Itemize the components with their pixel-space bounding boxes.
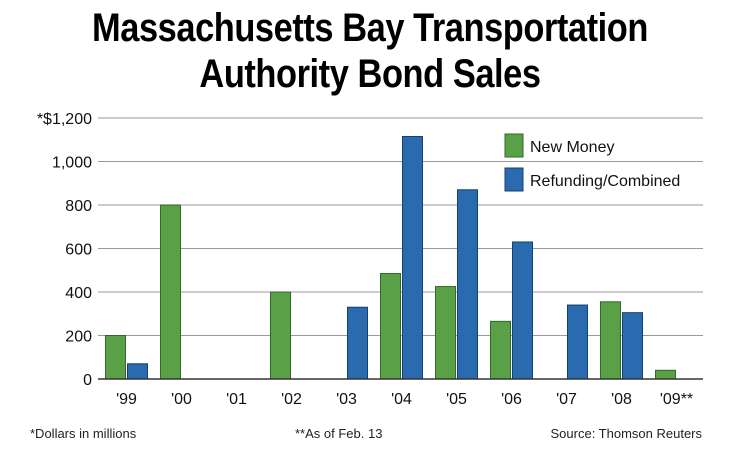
bar-refunding-combined-04 xyxy=(402,135,423,380)
x-tick-label: '06 xyxy=(501,391,522,408)
bar-refunding-combined-08 xyxy=(622,312,643,380)
legend-swatch-refunding-combined xyxy=(504,167,524,192)
y-tick-label: 200 xyxy=(65,329,92,346)
x-tick-label: '01 xyxy=(226,391,247,408)
bar-new-money-08 xyxy=(600,301,621,380)
footnote-units: *Dollars in millions xyxy=(30,426,137,441)
bar-new-money-06 xyxy=(490,320,511,380)
y-tick-label: *$1,200 xyxy=(37,111,92,128)
y-tick-label: 1,000 xyxy=(52,155,92,172)
bar-refunding-combined-06 xyxy=(512,241,533,380)
legend-background xyxy=(494,128,706,152)
bar-new-money-05 xyxy=(435,286,456,380)
legend-label-new-money: New Money xyxy=(530,139,614,156)
bar-new-money-02 xyxy=(270,291,291,380)
x-tick-label: '09** xyxy=(660,391,693,408)
x-tick-label: '02 xyxy=(281,391,302,408)
bar-refunding-combined-03 xyxy=(347,306,368,380)
legend-swatch-new-money xyxy=(504,133,524,158)
bar-refunding-combined-99 xyxy=(127,363,148,380)
x-tick-label: '99 xyxy=(116,391,137,408)
source-note: Source: Thomson Reuters xyxy=(550,426,703,441)
x-tick-label: '04 xyxy=(391,391,412,408)
x-tick-label: '07 xyxy=(556,391,577,408)
y-axis-tick-labels: 0 200 400 600 800 1,000 *$1,200 xyxy=(37,111,92,389)
x-tick-label: '08 xyxy=(611,391,632,408)
bar-new-money-09 xyxy=(655,369,676,380)
x-tick-label: '00 xyxy=(171,391,192,408)
footnote-as-of: **As of Feb. 13 xyxy=(295,426,383,441)
x-axis-tick-labels: '99 '00 '01 '02 '03 '04 '05 '06 '07 '08 '09** xyxy=(116,391,693,408)
bar-new-money-04 xyxy=(380,273,401,380)
y-tick-label: 400 xyxy=(65,285,92,302)
legend: New Money Refunding/Combined xyxy=(494,128,706,192)
legend-label-refunding-combined: Refunding/Combined xyxy=(530,173,680,190)
bar-new-money-00 xyxy=(160,204,181,380)
x-tick-label: '05 xyxy=(446,391,467,408)
y-tick-label: 800 xyxy=(65,198,92,215)
y-tick-label: 600 xyxy=(65,242,92,259)
chart-title-line-1: Massachusetts Bay Transportation xyxy=(92,6,648,50)
chart-title-line-2: Authority Bond Sales xyxy=(199,52,541,96)
bar-refunding-combined-05 xyxy=(457,189,478,380)
y-tick-label: 0 xyxy=(83,372,92,389)
bar-refunding-combined-07 xyxy=(567,304,588,380)
x-tick-label: '03 xyxy=(336,391,357,408)
bar-new-money-99 xyxy=(105,335,126,380)
